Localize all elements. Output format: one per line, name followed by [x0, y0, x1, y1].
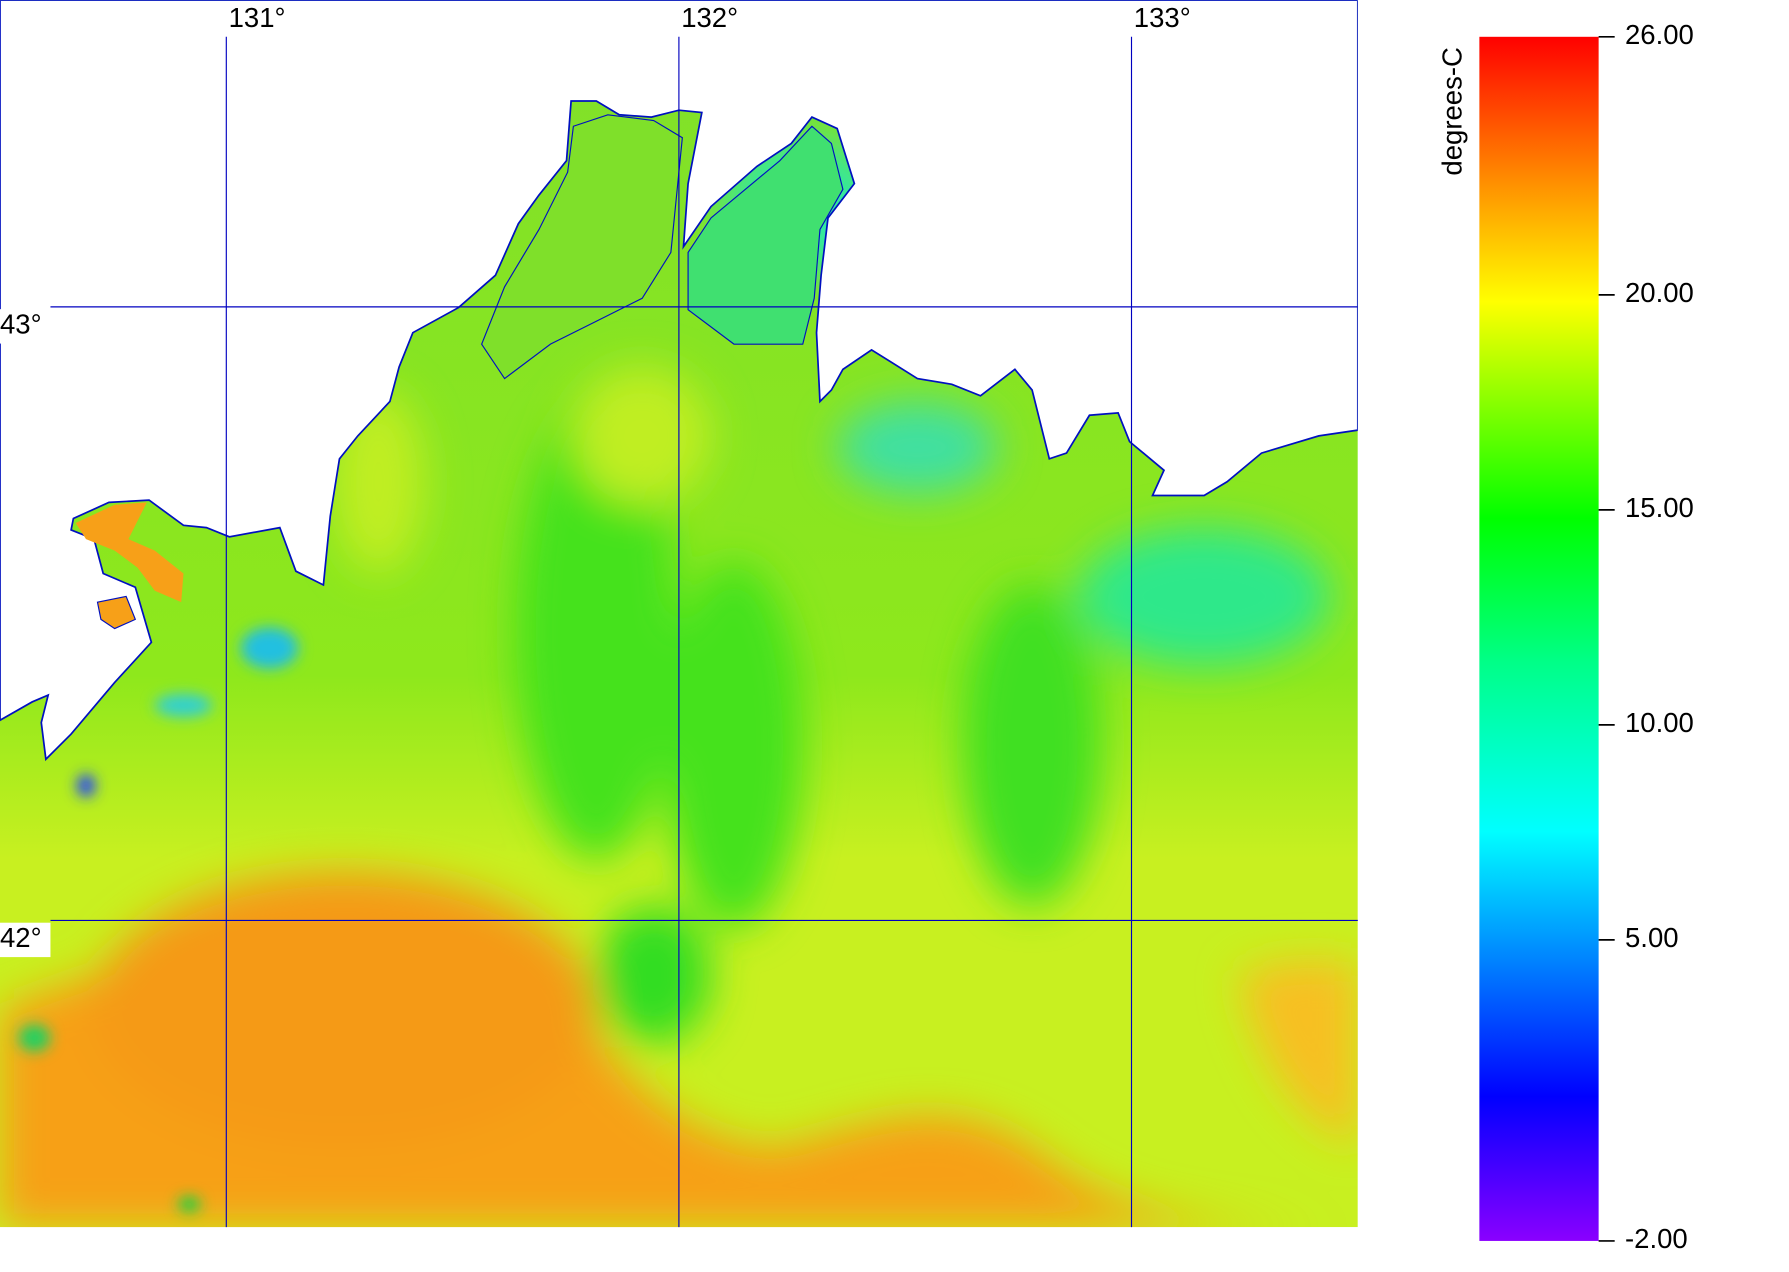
lat-label-bg [0, 309, 51, 344]
graticule: 131° 132° 133° 43° 42° [0, 2, 1358, 1228]
land [0, 0, 1358, 762]
peninsula-sea [481, 114, 683, 380]
lon-label: 133° [1134, 2, 1191, 33]
colorbar-tick-label: -2.00 [1625, 1223, 1688, 1254]
lon-label: 132° [681, 2, 738, 33]
peninsula-sea-2 [687, 125, 844, 345]
colorbar-tick-label: 26.00 [1625, 19, 1694, 50]
orange-island [96, 595, 137, 630]
lat-label-bg [0, 922, 51, 958]
colorbar [1479, 36, 1599, 1241]
colorbar-tick-label: 5.00 [1625, 922, 1679, 953]
colorbar-title: degrees-C [1436, 47, 1467, 175]
lat-label: 43° [0, 309, 42, 340]
lat-label: 42° [0, 922, 42, 953]
lon-label: 131° [229, 2, 286, 33]
cold-spots [18, 627, 299, 1213]
orange-peninsula [75, 502, 184, 603]
colorbar-tick-label: 20.00 [1625, 277, 1694, 308]
colorbar-ticks: 26.00 20.00 15.00 10.00 5.00 -2.00 [1598, 19, 1694, 1254]
colorbar-tick-label: 15.00 [1625, 492, 1694, 523]
colorbar-tick-label: 10.00 [1625, 707, 1694, 738]
